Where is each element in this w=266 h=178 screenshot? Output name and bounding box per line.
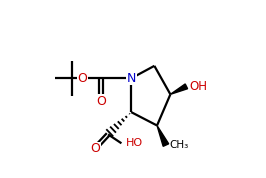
Text: O: O [96, 95, 106, 108]
Text: OH: OH [189, 80, 207, 93]
Text: HO: HO [126, 138, 143, 148]
Text: O: O [91, 142, 101, 155]
Text: O: O [77, 72, 87, 85]
Polygon shape [171, 84, 188, 94]
Text: CH₃: CH₃ [169, 140, 188, 150]
Polygon shape [157, 125, 169, 146]
Text: N: N [127, 72, 136, 85]
